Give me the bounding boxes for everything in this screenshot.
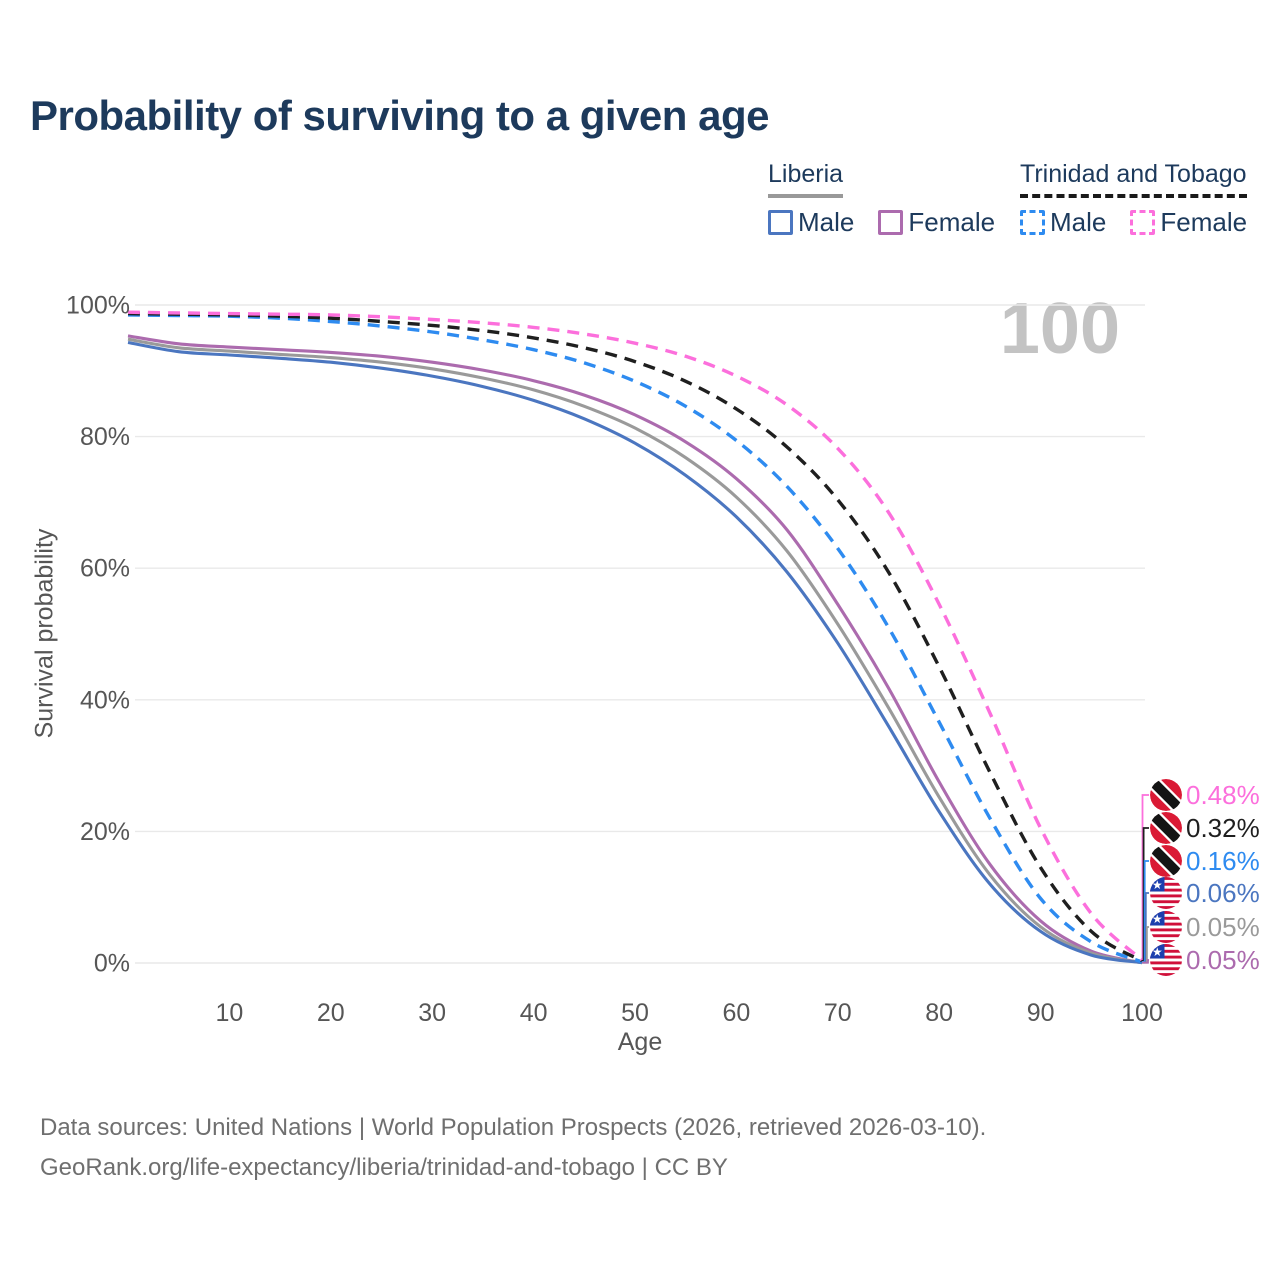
legend-checkbox-liberia-male[interactable]: Male <box>768 207 854 238</box>
legend-group-liberia: Liberia Male Female <box>768 160 1019 238</box>
y-tick-label-0: 0% <box>94 950 130 978</box>
end-label-trinidad-and-tobago-both-sexes[interactable]: 0.32% <box>1145 807 1260 848</box>
series-end-labels: 0.48%0.32%0.16% ★ 0.06% ★ 0.05% ★ 0.05% <box>1145 774 1260 976</box>
x-tick-label-80: 80 <box>925 999 953 1027</box>
end-label-value: 0.05% <box>1186 912 1260 942</box>
flag-liberia-icon: ★ <box>1150 911 1182 943</box>
leader-line-trinidad-and-tobago-female <box>1141 794 1149 961</box>
x-tick-label-20: 20 <box>317 999 345 1027</box>
gridlines <box>135 304 1145 964</box>
footer-source-link: GeoRank.org/life-expectancy/liberia/trin… <box>40 1154 728 1181</box>
end-label-trinidad-and-tobago-female[interactable]: 0.48% <box>1145 774 1260 815</box>
end-label-value: 0.06% <box>1186 878 1260 908</box>
svg-text:★: ★ <box>1152 912 1163 926</box>
legend-items-trinidad-and-tobago: Male Female <box>1020 207 1271 238</box>
end-label-trinidad-and-tobago-male[interactable]: 0.16% <box>1145 840 1260 881</box>
end-label-liberia-male[interactable]: ★ 0.06% <box>1150 877 1260 909</box>
leader-lines <box>1141 794 1149 964</box>
series-line-liberia-male[interactable] <box>127 340 1143 965</box>
legend-checkbox-liberia-female[interactable]: Female <box>878 207 995 238</box>
series-line-liberia-female[interactable] <box>127 334 1143 965</box>
end-label-value: 0.16% <box>1186 846 1260 876</box>
legend-group-trinidad-and-tobago: Trinidad and Tobago Male Female <box>1020 160 1271 238</box>
legend-item-label: Female <box>908 207 996 237</box>
checkbox-icon[interactable] <box>1020 210 1045 235</box>
legend-checkbox-trinidad-female[interactable]: Female <box>1130 207 1247 238</box>
page-title: Probability of surviving to a given age <box>30 92 769 139</box>
series-line-trinidad-and-tobago-female[interactable] <box>127 310 1144 962</box>
y-tick-label-20: 20% <box>80 818 130 846</box>
end-label-liberia-female[interactable]: ★ 0.05% <box>1150 944 1260 976</box>
legend-group-title-trinidad-and-tobago: Trinidad and Tobago <box>1020 160 1247 198</box>
checkbox-icon[interactable] <box>878 210 904 235</box>
footer-data-sources: Data sources: United Nations | World Pop… <box>40 1114 987 1141</box>
legend-checkbox-trinidad-male[interactable]: Male <box>1020 207 1106 238</box>
checkbox-icon[interactable] <box>768 210 793 235</box>
x-tick-label-90: 90 <box>1027 999 1055 1027</box>
end-label-liberia-both-sexes[interactable]: ★ 0.05% <box>1150 911 1260 943</box>
svg-text:★: ★ <box>1152 878 1163 892</box>
flag-liberia-icon: ★ <box>1150 944 1182 976</box>
age-counter-watermark: 100 <box>999 289 1120 369</box>
x-tick-label-70: 70 <box>824 999 852 1027</box>
legend-item-label: Female <box>1160 207 1248 237</box>
x-tick-label-50: 50 <box>621 999 649 1027</box>
series-line-trinidad-and-tobago-both-sexes[interactable] <box>127 311 1143 963</box>
checkbox-icon[interactable] <box>1130 210 1156 235</box>
x-tick-label-40: 40 <box>520 999 548 1027</box>
legend-group-title-liberia: Liberia <box>768 160 844 198</box>
y-tick-label-80: 80% <box>80 423 130 451</box>
x-tick-label-30: 30 <box>418 999 446 1027</box>
y-tick-label-40: 40% <box>80 686 130 714</box>
end-label-value: 0.48% <box>1186 780 1260 810</box>
x-tick-label-100: 100 <box>1121 999 1163 1027</box>
leader-line-trinidad-and-tobago-both-sexes <box>1142 827 1149 962</box>
x-axis-title: Age <box>617 1028 663 1056</box>
legend-item-label: Male <box>798 207 855 237</box>
end-label-value: 0.05% <box>1186 945 1260 975</box>
flag-liberia-icon: ★ <box>1150 877 1182 909</box>
legend-item-label: Male <box>1050 207 1107 237</box>
footer: Data sources: United Nations | World Pop… <box>40 1108 986 1188</box>
series-line-liberia-both-sexes[interactable] <box>127 337 1143 965</box>
x-tick-label-60: 60 <box>722 999 750 1027</box>
series-lines <box>127 310 1144 965</box>
legend-items-liberia: Male Female <box>768 207 1019 238</box>
svg-text:★: ★ <box>1152 945 1163 959</box>
y-tick-label-60: 60% <box>80 555 130 583</box>
axis-tick-labels: 0% 20% 40% 60% 80% 100% 10 20 30 40 50 60 70 80 90 100 <box>66 292 1163 1028</box>
y-tick-label-100: 100% <box>66 292 130 320</box>
end-label-value: 0.32% <box>1186 813 1260 843</box>
flag-trinidad-and-tobago-icon <box>1150 812 1182 844</box>
flag-trinidad-and-tobago-icon <box>1150 779 1182 811</box>
x-tick-label-10: 10 <box>215 999 243 1027</box>
leader-line-liberia-female <box>1142 959 1149 964</box>
flag-trinidad-and-tobago-icon <box>1150 845 1182 877</box>
series-line-trinidad-and-tobago-male[interactable] <box>127 313 1143 964</box>
